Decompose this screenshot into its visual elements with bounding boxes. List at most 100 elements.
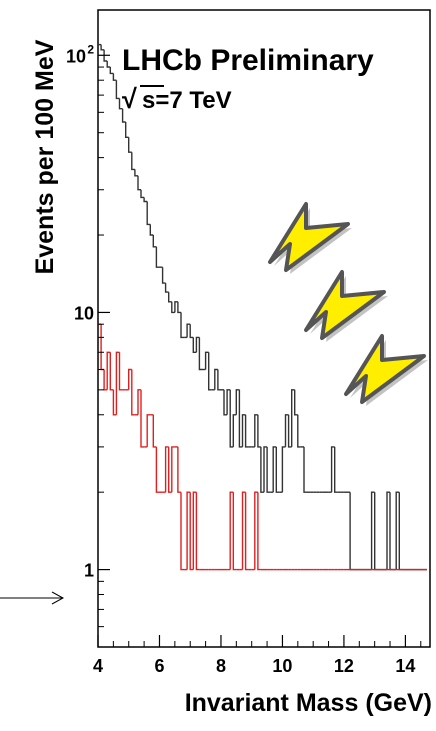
pointer-arrow	[0, 591, 65, 605]
histogram-bin	[106, 61, 111, 68]
histogram-bin	[257, 414, 261, 448]
histogram-bin	[103, 369, 108, 391]
y-tick-exponent: 2	[87, 42, 94, 56]
histogram-bin	[109, 67, 114, 75]
histogram-bin	[137, 389, 141, 415]
histogram-bin	[168, 292, 172, 303]
x-axis-label: Invariant Mass (GeV)	[185, 689, 432, 717]
histogram-bin	[106, 351, 111, 390]
histogram-bin	[152, 414, 157, 448]
histogram-bin	[229, 389, 234, 448]
histogram-bin	[284, 414, 289, 447]
histogram-bin	[244, 492, 249, 571]
histogram-bin	[192, 337, 197, 353]
histogram-bin	[294, 389, 298, 416]
histogram-bin	[260, 446, 264, 493]
histogram-bin	[146, 414, 151, 447]
histogram-bin	[272, 446, 277, 493]
plot-frame	[97, 9, 431, 648]
x-tick-label: 12	[334, 656, 354, 676]
x-tick-label: 10	[272, 656, 292, 676]
annotation-arrow-icon	[304, 270, 388, 342]
chart-title: LHCb Preliminary	[122, 44, 374, 77]
histogram-bin	[161, 267, 166, 284]
histogram-bin	[131, 152, 135, 171]
histogram-bin	[297, 414, 301, 448]
histogram-bin	[275, 446, 280, 493]
histogram-bin	[241, 414, 246, 447]
x-tick-label: 4	[93, 656, 103, 676]
histogram-bin	[263, 446, 268, 493]
histogram-bin	[186, 323, 191, 338]
histogram-bin	[100, 44, 105, 51]
y-tick-label: 10	[74, 303, 94, 323]
histogram-bin	[198, 337, 203, 371]
histogram-bin	[254, 414, 258, 447]
annotation-arrow-icon	[344, 334, 428, 406]
histogram-bin	[232, 492, 237, 571]
histogram-bin	[115, 351, 120, 415]
series-background-histogram	[98, 323, 427, 571]
histogram-bin	[257, 492, 261, 571]
histogram-bin	[134, 169, 138, 177]
histogram-bin	[177, 301, 181, 314]
y-tick-label: 1	[84, 561, 94, 581]
histogram-bin	[370, 491, 375, 570]
histogram-bin	[180, 492, 185, 571]
histogram-bin	[131, 369, 135, 416]
histogram-bin	[266, 446, 271, 493]
histogram-bin	[204, 351, 209, 370]
histogram-bin	[214, 368, 218, 390]
histogram-bin	[112, 389, 117, 416]
x-tick-label: 14	[395, 656, 415, 676]
histogram-bin	[164, 446, 169, 493]
histogram-bin	[238, 389, 243, 448]
y-axis-label: Events per 100 MeV	[31, 39, 59, 274]
histogram-bin	[146, 201, 151, 226]
chart-subtitle: s=7 TeV	[142, 87, 232, 114]
histogram-bin	[177, 446, 181, 493]
series-layer	[98, 43, 427, 571]
histogram-bin	[235, 389, 240, 415]
histogram-bin	[395, 491, 400, 570]
histogram-bin	[208, 352, 212, 391]
histogram-bin	[254, 491, 258, 570]
histogram-bin	[140, 189, 145, 199]
histogram-bin	[125, 122, 129, 138]
histogram-bin	[127, 368, 132, 390]
histogram-bin	[189, 492, 194, 571]
histogram-bin	[223, 389, 228, 416]
histogram-bin	[155, 246, 160, 268]
histogram-bin	[241, 491, 246, 570]
histogram-bin	[217, 369, 221, 391]
histogram-bin	[171, 301, 175, 314]
histogram-bin	[168, 446, 172, 493]
histogram-bin	[281, 446, 286, 493]
histogram-bin	[195, 336, 200, 353]
histogram-bin	[195, 492, 200, 571]
sqrt-symbol: √	[122, 84, 137, 114]
histogram-bin	[232, 414, 237, 447]
histogram-bin	[143, 197, 148, 203]
histogram-bin	[127, 137, 132, 153]
histogram-bin	[244, 414, 249, 448]
histogram-bin	[149, 224, 154, 236]
histogram-bin	[112, 73, 117, 81]
histogram-bin	[180, 312, 185, 339]
histogram-bin	[164, 283, 169, 293]
annotation-arrow-icon	[268, 202, 352, 274]
histogram-bin	[140, 389, 145, 448]
histogram-bin	[137, 175, 141, 191]
histogram-bin	[115, 80, 120, 100]
x-tick-label: 8	[216, 656, 226, 676]
histogram-bin	[291, 389, 295, 447]
histogram-bin	[174, 301, 178, 313]
histogram-bin	[334, 446, 338, 493]
histogram-bin	[103, 49, 108, 62]
histogram-bin	[118, 352, 123, 391]
histogram-bin	[171, 446, 175, 493]
histogram-bin	[303, 446, 307, 493]
histogram-bin	[287, 414, 292, 448]
